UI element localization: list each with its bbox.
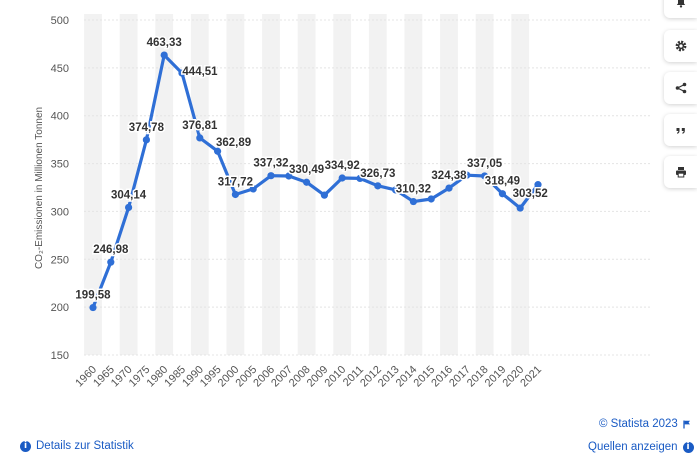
data-label: 199,58 bbox=[75, 290, 111, 302]
data-point[interactable] bbox=[249, 185, 257, 193]
data-label: 326,73 bbox=[360, 168, 395, 180]
cite-button[interactable] bbox=[664, 114, 697, 146]
data-label: 376,81 bbox=[182, 120, 218, 132]
data-point[interactable] bbox=[160, 51, 168, 59]
x-tick-label: 2021 bbox=[518, 364, 544, 390]
column-band bbox=[119, 14, 138, 355]
data-point[interactable] bbox=[231, 190, 239, 199]
data-point[interactable] bbox=[178, 69, 186, 77]
data-point[interactable] bbox=[142, 136, 150, 144]
column-band bbox=[155, 14, 174, 355]
data-label: 303,52 bbox=[513, 188, 548, 200]
data-point[interactable] bbox=[409, 197, 417, 206]
data-label: 246,98 bbox=[93, 244, 129, 256]
data-point[interactable] bbox=[320, 191, 328, 199]
copyright-text: © Statista 2023 bbox=[599, 418, 678, 430]
data-point[interactable] bbox=[374, 182, 382, 190]
data-label: 334,92 bbox=[325, 160, 360, 172]
data-point[interactable] bbox=[516, 204, 524, 212]
y-tick-label: 250 bbox=[51, 254, 69, 266]
data-label: 337,32 bbox=[253, 158, 288, 170]
column-band bbox=[190, 14, 209, 355]
settings-button[interactable] bbox=[664, 30, 697, 62]
data-label: 374,78 bbox=[129, 122, 165, 134]
data-point[interactable] bbox=[392, 186, 400, 194]
details-link-label: Details zur Statistik bbox=[36, 440, 134, 452]
column-band bbox=[511, 14, 530, 355]
gear-icon bbox=[675, 40, 686, 52]
print-icon bbox=[675, 167, 686, 178]
data-labels: 199,58 246,98 304,14 374,78 463,33 444,51 376,… bbox=[74, 36, 549, 303]
data-point[interactable] bbox=[303, 178, 311, 186]
info-icon: i bbox=[20, 440, 31, 452]
data-label: 330,49 bbox=[289, 164, 324, 176]
y-tick-label: 300 bbox=[51, 206, 69, 218]
data-point[interactable] bbox=[267, 172, 275, 180]
data-point[interactable] bbox=[445, 184, 453, 192]
data-point[interactable] bbox=[534, 181, 542, 189]
data-label: 444,51 bbox=[182, 66, 218, 78]
data-point[interactable] bbox=[214, 147, 222, 155]
y-axis-label: CO₂-Emissionen in Millionen Tonnen bbox=[34, 107, 45, 269]
quote-icon bbox=[676, 128, 685, 134]
data-point[interactable] bbox=[125, 203, 133, 212]
data-point[interactable] bbox=[285, 172, 293, 180]
data-label: 324,38 bbox=[431, 170, 467, 182]
data-label: 337,05 bbox=[467, 158, 503, 170]
column-band bbox=[226, 14, 245, 355]
data-label: 304,14 bbox=[111, 189, 147, 201]
series-line bbox=[91, 53, 540, 310]
y-tick-label: 350 bbox=[51, 159, 69, 171]
data-label: 317,72 bbox=[218, 176, 253, 188]
data-point[interactable] bbox=[107, 258, 115, 266]
y-tick-label: 200 bbox=[51, 302, 69, 314]
column-band bbox=[262, 14, 280, 355]
info-icon: i bbox=[682, 441, 694, 453]
data-point[interactable] bbox=[89, 303, 97, 312]
sources-link-label: Quellen anzeigen bbox=[588, 441, 678, 453]
share-icon bbox=[675, 82, 686, 94]
y-tick-label: 500 bbox=[51, 15, 69, 27]
y-axis-ticks: 150 200 250 300 350 400 450 500 bbox=[51, 15, 69, 362]
data-point[interactable] bbox=[481, 172, 489, 180]
data-point[interactable] bbox=[356, 174, 364, 183]
data-point[interactable] bbox=[498, 190, 506, 198]
data-point[interactable] bbox=[196, 134, 204, 142]
data-point[interactable] bbox=[338, 174, 346, 182]
y-tick-label: 400 bbox=[51, 111, 69, 123]
column-band bbox=[475, 14, 494, 355]
data-point[interactable] bbox=[427, 195, 435, 203]
data-label: 310,32 bbox=[396, 184, 431, 196]
data-label: 318,49 bbox=[485, 176, 520, 188]
data-label: 463,33 bbox=[147, 37, 182, 49]
x-axis-ticks: 1960196519701975198019851990199520002005… bbox=[73, 364, 544, 390]
bell-icon bbox=[676, 0, 685, 8]
details-link[interactable]: i Details zur Statistik bbox=[20, 440, 134, 452]
column-band bbox=[404, 14, 423, 355]
column-band bbox=[333, 14, 352, 355]
copyright-link[interactable]: © Statista 2023 bbox=[599, 418, 691, 430]
share-button[interactable] bbox=[664, 72, 697, 104]
sources-link[interactable]: Quellen anzeigen i bbox=[588, 441, 694, 453]
data-points bbox=[89, 51, 542, 312]
data-point[interactable] bbox=[463, 171, 471, 179]
column-band bbox=[84, 14, 102, 355]
flag-icon bbox=[683, 420, 690, 428]
y-tick-label: 150 bbox=[51, 350, 69, 362]
y-tick-label: 450 bbox=[51, 63, 69, 75]
notification-button[interactable] bbox=[664, 0, 697, 18]
print-button[interactable] bbox=[664, 156, 697, 188]
data-label: 362,89 bbox=[216, 137, 251, 149]
